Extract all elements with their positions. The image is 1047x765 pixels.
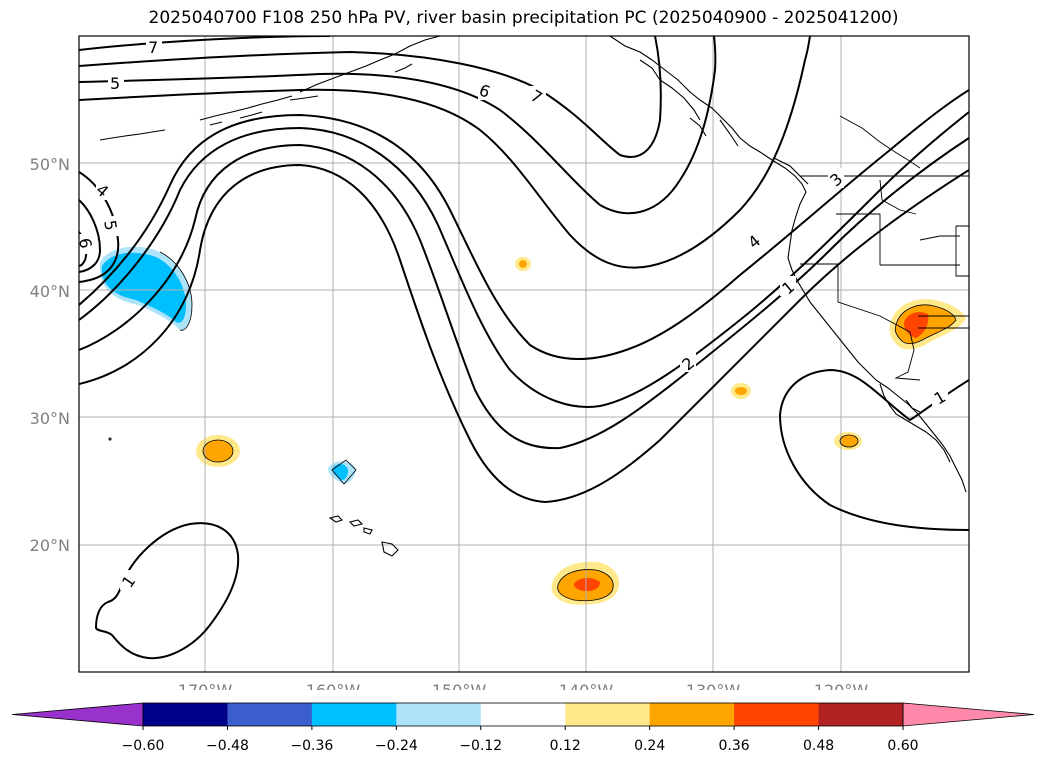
colorbar-swatch xyxy=(311,703,397,726)
lon-label: 140°W xyxy=(559,681,614,690)
colorbar-tick-label: 0.48 xyxy=(803,738,834,754)
lat-label: 40°N xyxy=(30,282,70,301)
colorbar-tick-label: −0.48 xyxy=(206,738,249,754)
colorbar-tick-label: −0.60 xyxy=(122,738,165,754)
colorbar-swatch xyxy=(818,703,904,726)
precip-outlines xyxy=(159,251,957,602)
colorbar-tick-label: −0.12 xyxy=(459,738,502,754)
colorbar-swatch xyxy=(396,703,482,726)
map-frame xyxy=(78,35,970,673)
lat-label: 20°N xyxy=(30,536,70,555)
colorbar-extend-low xyxy=(11,702,144,727)
colorbar-tick-label: 0.60 xyxy=(887,738,918,754)
contour-label: 7 xyxy=(148,38,158,57)
precip-shading xyxy=(99,246,966,605)
pv-contours xyxy=(79,36,969,660)
precip-positive-4-core xyxy=(735,387,747,395)
lat-label: 50°N xyxy=(30,155,70,174)
contour-labels: 7 5 6 7 4 5 6 4 2 1 3 1 1 xyxy=(75,36,949,591)
colorbar-swatch xyxy=(734,703,820,726)
lat-label: 30°N xyxy=(30,409,70,428)
colorbar-tick-label: 0.24 xyxy=(634,738,665,754)
precip-positive-3-peak xyxy=(574,578,600,592)
lon-label: 120°W xyxy=(814,681,869,690)
colorbar-swatch xyxy=(143,703,228,726)
colorbar-tick-label: −0.24 xyxy=(375,738,418,754)
coastlines xyxy=(99,36,967,557)
colorbar-swatch xyxy=(649,703,735,726)
precip-positive-5-core xyxy=(840,435,858,447)
colorbar-tick-label: −0.36 xyxy=(290,738,333,754)
lon-label: 130°W xyxy=(686,681,741,690)
contour-label: 5 xyxy=(100,219,120,232)
colorbar-swatch xyxy=(480,703,566,726)
precip-negative-core xyxy=(101,252,186,323)
colorbar-tick-label: 0.36 xyxy=(719,738,750,754)
colorbar-outline xyxy=(142,702,904,727)
lon-label: 160°W xyxy=(306,681,361,690)
map-title: 2025040700 F108 250 hPa PV, river basin … xyxy=(148,8,899,28)
contour-label: 6 xyxy=(75,237,95,250)
precip-positive-1-core xyxy=(203,440,233,462)
contour-label: 5 xyxy=(110,74,120,93)
lon-label: 150°W xyxy=(432,681,487,690)
precip-positive-2-core xyxy=(519,260,527,268)
colorbar-extend-high xyxy=(902,702,1035,727)
graticule xyxy=(79,36,969,672)
precip-positive-6-peak xyxy=(904,312,929,338)
colorbar-swatch xyxy=(227,703,313,726)
precip-negative-small-core xyxy=(332,464,348,480)
pv-precip-map: 7 5 6 7 4 5 6 4 2 1 3 1 1 xyxy=(30,35,970,690)
colorbar-tick-label: 0.12 xyxy=(550,738,581,754)
lon-label: 170°W xyxy=(178,681,233,690)
colorbar-swatch xyxy=(565,703,651,726)
